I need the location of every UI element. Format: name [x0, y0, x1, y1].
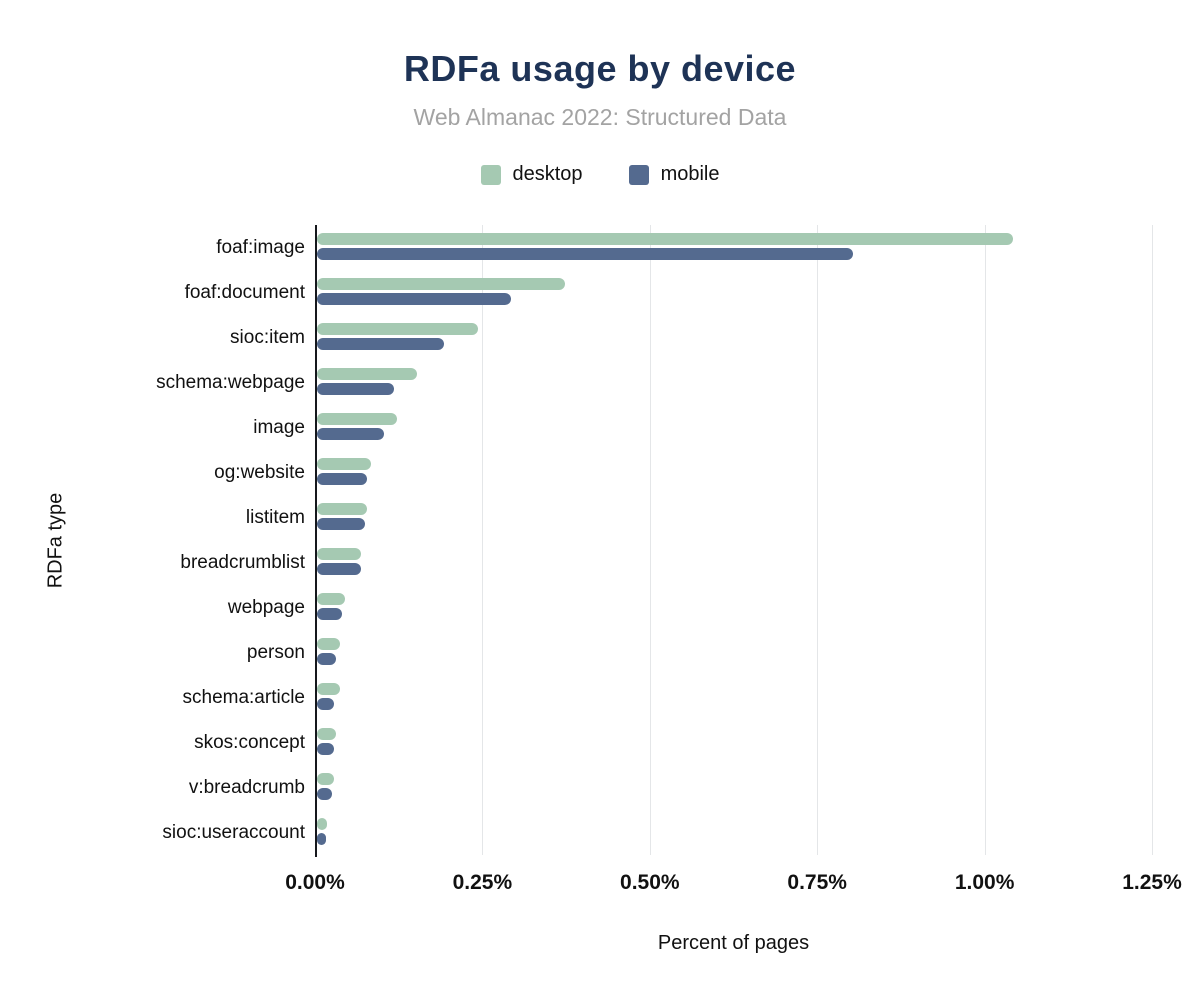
gridline	[482, 225, 484, 855]
bar-mobile-foaf:document	[317, 293, 512, 305]
category-label: image	[253, 417, 305, 438]
category-label: skos:concept	[194, 732, 305, 753]
legend-label: mobile	[660, 163, 720, 185]
category-label: webpage	[227, 597, 305, 618]
legend-swatch-icon	[628, 164, 649, 185]
bar-mobile-listitem	[317, 518, 366, 530]
bar-desktop-skos:concept	[317, 728, 336, 740]
bar-desktop-breadcrumblist	[317, 548, 361, 560]
gridline	[649, 225, 651, 855]
gridline	[1152, 225, 1153, 855]
chart-title: RDFa usage by device	[403, 48, 797, 89]
bar-desktop-schema:webpage	[317, 368, 418, 380]
legend-label: desktop	[512, 163, 583, 185]
bar-mobile-schema:webpage	[317, 383, 394, 395]
category-label: schema:webpage	[156, 372, 305, 393]
bar-mobile-sioc:useraccount	[317, 833, 326, 845]
bar-mobile-person	[317, 653, 336, 665]
bar-desktop-og:website	[317, 458, 371, 470]
legend-item-desktop: desktop	[480, 163, 583, 186]
bar-desktop-listitem	[317, 503, 368, 515]
bar-mobile-breadcrumblist	[317, 563, 361, 575]
bar-mobile-skos:concept	[317, 743, 334, 755]
category-label: v:breadcrumb	[188, 777, 305, 798]
bar-desktop-webpage	[317, 593, 346, 605]
x-tick-label: 0.75%	[787, 871, 847, 894]
category-label: sioc:useraccount	[162, 822, 305, 843]
bar-mobile-schema:article	[317, 698, 334, 710]
bar-desktop-person	[317, 638, 341, 650]
bar-desktop-sioc:useraccount	[317, 818, 328, 830]
x-tick-label: 1.25%	[1122, 871, 1182, 894]
category-label: person	[246, 642, 305, 663]
gridline	[817, 225, 819, 855]
gridline	[984, 225, 986, 855]
bar-desktop-foaf:document	[317, 278, 565, 290]
bar-desktop-foaf:image	[317, 233, 1014, 245]
legend: desktop mobile	[0, 163, 1200, 186]
x-tick-label: 0.25%	[452, 871, 513, 894]
y-axis-line	[315, 225, 317, 857]
bar-desktop-image	[317, 413, 398, 425]
x-tick-label: 0.50%	[620, 871, 680, 894]
bar-mobile-sioc:item	[317, 338, 445, 350]
category-label: schema:article	[182, 687, 306, 708]
bar-desktop-v:breadcrumb	[317, 773, 334, 785]
bar-mobile-og:website	[317, 473, 368, 485]
legend-item-mobile: mobile	[628, 163, 720, 186]
bar-desktop-schema:article	[317, 683, 341, 695]
category-label: og:website	[214, 462, 305, 483]
bar-desktop-sioc:item	[317, 323, 478, 335]
category-label: foaf:document	[184, 282, 305, 303]
bar-mobile-v:breadcrumb	[317, 788, 332, 800]
category-label: sioc:item	[230, 327, 305, 348]
x-axis-title: Percent of pages	[657, 932, 810, 954]
category-label: breadcrumblist	[180, 552, 305, 573]
x-tick-label: 0.00%	[285, 871, 345, 894]
category-label: foaf:image	[216, 237, 305, 258]
bar-mobile-foaf:image	[317, 248, 853, 260]
chart-subtitle: Web Almanac 2022: Structured Data	[413, 104, 787, 130]
legend-swatch-icon	[480, 164, 501, 185]
bar-mobile-image	[317, 428, 384, 440]
x-tick-label: 1.00%	[954, 871, 1015, 894]
bar-mobile-webpage	[317, 608, 342, 620]
category-label: listitem	[245, 507, 305, 528]
plot-area: 0.00% 0.25% 0.50% 0.75% 1.00% 1.25% foaf:image…	[156, 225, 1182, 894]
